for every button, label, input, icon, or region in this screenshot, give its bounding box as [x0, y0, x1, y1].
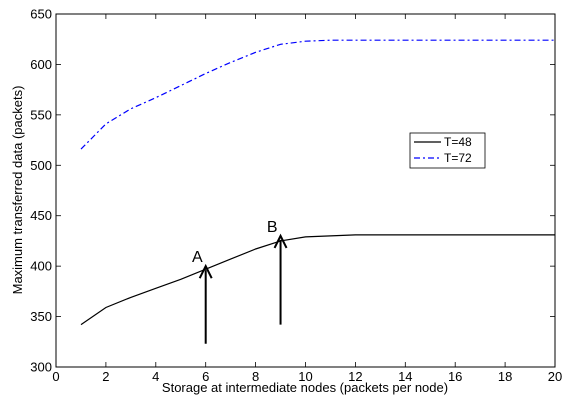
y-tick-label: 500	[30, 158, 52, 173]
axis-ticks: 0 2 4 6 8 10 12 14 16 18 20 300 350 400 450 500 550 600 65…	[30, 7, 562, 385]
x-tick-label: 12	[348, 369, 362, 384]
y-tick-label: 350	[30, 309, 52, 324]
series-line-t72	[80, 39, 555, 150]
x-tick-label: 0	[52, 369, 59, 384]
x-tick-label: 6	[202, 369, 209, 384]
x-tick-label: 16	[448, 369, 462, 384]
x-tick-label: 18	[498, 369, 512, 384]
x-tick-label: 14	[398, 369, 412, 384]
x-tick-label: 10	[298, 369, 312, 384]
annotations: AB	[192, 219, 288, 344]
y-tick-label: 600	[30, 57, 52, 72]
x-tick-label: 2	[102, 369, 109, 384]
y-tick-label: 650	[30, 7, 52, 22]
x-tick-label: 8	[252, 369, 259, 384]
annotation-arrowhead-a	[198, 263, 213, 279]
annotation-label-a: A	[192, 249, 203, 266]
series-line-t48	[80, 234, 555, 326]
y-tick-label: 300	[30, 360, 52, 375]
annotation-label-b: B	[267, 219, 278, 236]
legend-label-t72: T=72	[444, 151, 472, 165]
x-tick-label: 4	[152, 369, 159, 384]
x-axis-title: Storage at intermediate nodes (packets p…	[162, 380, 448, 395]
legend: T=48 T=72	[409, 132, 486, 169]
legend-label-t48: T=48	[444, 135, 472, 149]
annotation-arrowhead-b	[273, 233, 288, 249]
y-tick-label: 450	[30, 208, 52, 223]
plot-area	[55, 13, 556, 368]
y-tick-label: 400	[30, 259, 52, 274]
x-tick-label: 20	[548, 369, 562, 384]
legend-box	[409, 132, 486, 169]
y-axis-title: Maximum transferred data (packets)	[10, 86, 25, 295]
y-tick-label: 550	[30, 107, 52, 122]
series-lines	[80, 39, 555, 326]
